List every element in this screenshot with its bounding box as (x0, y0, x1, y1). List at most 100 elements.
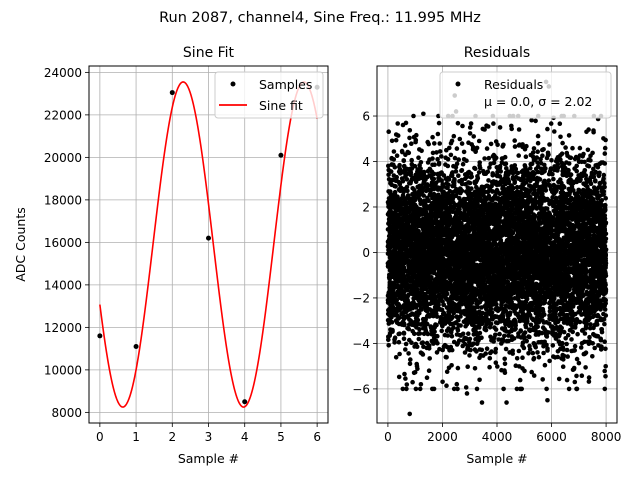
sine-fit-grid (89, 66, 328, 423)
residual-point (393, 355, 399, 360)
residual-point (582, 331, 588, 336)
sine-fit-xtick-label: 5 (277, 430, 285, 444)
figure-suptitle: Run 2087, channel4, Sine Freq.: 11.995 M… (159, 10, 481, 26)
residual-point (386, 337, 391, 343)
sine-fit-title: Sine Fit (183, 45, 235, 61)
residual-point (558, 134, 563, 140)
residual-point (512, 138, 517, 143)
residual-point (407, 135, 412, 141)
residual-point (592, 345, 597, 351)
residual-point (564, 150, 570, 156)
sine-fit-xtick-label: 4 (241, 430, 249, 444)
sine-fit-axes: Sine Fit 0 1 2 3 4 5 6800010000120001400016000… (13, 45, 329, 466)
residual-point (547, 308, 553, 314)
residual-point (484, 146, 490, 151)
sample-point (97, 333, 103, 339)
residual-point (530, 350, 536, 356)
residual-point (472, 165, 477, 171)
residual-point (388, 181, 393, 186)
residual-point (493, 332, 498, 338)
residual-point (386, 177, 392, 182)
residual-point (455, 120, 461, 126)
residual-point (535, 350, 540, 355)
residual-point (487, 165, 492, 170)
residual-point (493, 346, 499, 352)
residual-point (418, 382, 424, 387)
residual-point (547, 358, 552, 364)
residual-point (435, 131, 441, 137)
residual-point (548, 121, 554, 126)
residual-point (575, 331, 580, 337)
residual-point (439, 154, 444, 159)
residual-point (391, 173, 397, 178)
residual-point (476, 170, 482, 175)
residual-point (585, 147, 591, 153)
residual-point (499, 326, 505, 331)
residual-point (512, 327, 517, 332)
residual-point (425, 160, 431, 165)
residual-point (455, 365, 461, 371)
residual-point (461, 149, 467, 155)
residual-point (455, 328, 461, 333)
residual-point (396, 339, 402, 345)
residual-point (482, 156, 487, 161)
residual-point (541, 350, 546, 356)
residual-point (503, 346, 509, 352)
residual-point (490, 173, 496, 178)
residual-point (583, 365, 588, 370)
sine-fit-ytick-label: 14000 (44, 278, 82, 292)
residual-point (404, 177, 410, 182)
residual-point (463, 336, 469, 341)
residuals-plot-area (385, 79, 609, 417)
residual-point (449, 333, 455, 339)
residual-point (400, 386, 406, 392)
residual-point (402, 143, 408, 148)
residual-point (560, 140, 565, 146)
sample-point (206, 235, 211, 241)
residual-point (561, 357, 566, 362)
residual-point (436, 162, 442, 167)
residual-point (403, 376, 408, 381)
residual-point (552, 129, 557, 134)
sine-fit-ytick-label: 8000 (51, 406, 82, 420)
residual-point (395, 121, 401, 126)
residual-point (415, 366, 420, 372)
residual-point (444, 355, 449, 360)
sine-fit-legend: Samples Sine fit (214, 71, 324, 119)
residual-point (524, 214, 530, 220)
residual-point (462, 176, 468, 182)
residual-point (557, 121, 563, 126)
legend-samples-marker (230, 81, 236, 87)
residual-point (435, 156, 440, 162)
residual-point (386, 163, 391, 169)
residual-point (564, 347, 570, 353)
residual-point (404, 382, 410, 387)
residual-point (462, 350, 468, 355)
residual-point (486, 178, 491, 183)
sample-point (133, 344, 139, 349)
residual-point (526, 351, 531, 356)
residual-point (536, 354, 542, 360)
residual-point (484, 346, 490, 352)
residual-point (544, 386, 549, 392)
residual-point (602, 321, 607, 327)
residual-point (432, 141, 437, 146)
residual-point (419, 148, 424, 154)
residual-point (586, 379, 592, 384)
residual-point (566, 133, 572, 138)
residual-point (411, 113, 416, 119)
residual-point (411, 296, 416, 301)
residual-point (451, 386, 457, 392)
residual-point (400, 149, 405, 155)
residual-point (564, 377, 570, 383)
residual-point (454, 381, 460, 387)
sine-fit-ytick-label: 16000 (44, 236, 82, 250)
residual-point (425, 139, 431, 145)
residual-point (541, 147, 546, 152)
residual-point (603, 374, 608, 379)
residual-point (495, 364, 500, 369)
residual-point (513, 363, 519, 369)
residual-point (404, 386, 409, 392)
residual-point (546, 178, 552, 183)
